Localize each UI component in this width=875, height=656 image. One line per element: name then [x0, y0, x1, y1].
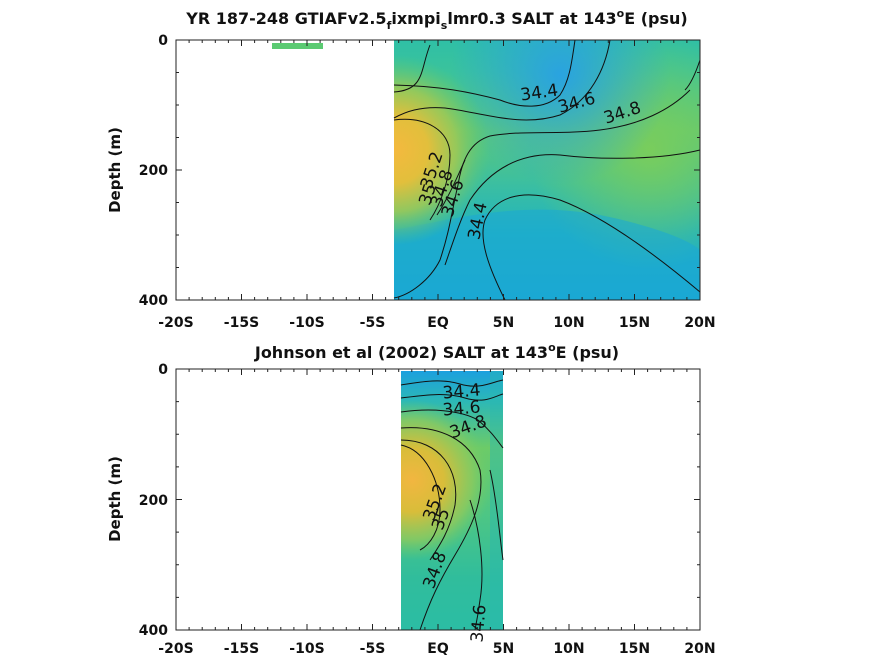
bottom-tick-marks	[175, 368, 701, 631]
x-tick-label: -15S	[224, 315, 259, 331]
x-tick-label: 20N	[684, 315, 715, 331]
top-panel-title: YR 187-248 GTIAFv2.5fixmpislmr0.3 SALT a…	[185, 7, 687, 32]
y-tick-label: 0	[158, 33, 168, 49]
y-tick-label: 400	[139, 293, 168, 309]
x-tick-label: EQ	[427, 315, 449, 331]
x-tick-label: -15S	[224, 641, 259, 656]
bottom-y-axis-label: Depth (m)	[106, 456, 124, 542]
contour-label: 34.4	[442, 380, 481, 403]
x-tick-label: -20S	[158, 641, 193, 656]
bottom-panel-title: Johnson et al (2002) SALT at 143oE (psu)	[254, 341, 619, 362]
x-tick-label: 5N	[493, 315, 514, 331]
top-y-tick-labels: 0 200 400	[139, 33, 168, 309]
x-tick-label: 20N	[684, 641, 715, 656]
contour-label: 34.6	[442, 397, 481, 420]
top-salinity-field	[272, 40, 700, 300]
top-panel: YR 187-248 GTIAFv2.5fixmpislmr0.3 SALT a…	[106, 7, 716, 331]
x-tick-label: -10S	[289, 641, 324, 656]
y-tick-label: 200	[139, 493, 168, 509]
bottom-y-tick-labels: 0 200 400	[139, 362, 168, 639]
bottom-panel: Johnson et al (2002) SALT at 143oE (psu)…	[106, 341, 716, 656]
x-tick-label: 15N	[619, 315, 650, 331]
top-salinity-patch	[272, 43, 323, 49]
y-tick-label: 0	[158, 362, 168, 378]
contour-label: 34.6	[467, 604, 490, 643]
x-tick-label: 15N	[619, 641, 650, 656]
bottom-isohalines	[400, 379, 504, 631]
top-tick-marks	[175, 39, 701, 301]
top-isohalines	[393, 39, 701, 301]
x-tick-label: EQ	[427, 641, 449, 656]
x-tick-label: -10S	[289, 315, 324, 331]
x-tick-label: -5S	[360, 315, 386, 331]
bottom-x-tick-labels: -20S -15S -10S -5S EQ 5N 10N 15N 20N	[158, 641, 715, 656]
top-x-tick-labels: -20S -15S -10S -5S EQ 5N 10N 15N 20N	[158, 315, 715, 331]
y-tick-label: 400	[139, 623, 168, 639]
x-tick-label: 10N	[553, 315, 584, 331]
x-tick-label: -5S	[360, 641, 386, 656]
x-tick-label: 5N	[493, 641, 514, 656]
top-y-axis-label: Depth (m)	[106, 127, 124, 213]
x-tick-label: -20S	[158, 315, 193, 331]
x-tick-label: 10N	[553, 641, 584, 656]
bottom-salinity-field	[401, 371, 503, 630]
y-tick-label: 200	[139, 163, 168, 179]
